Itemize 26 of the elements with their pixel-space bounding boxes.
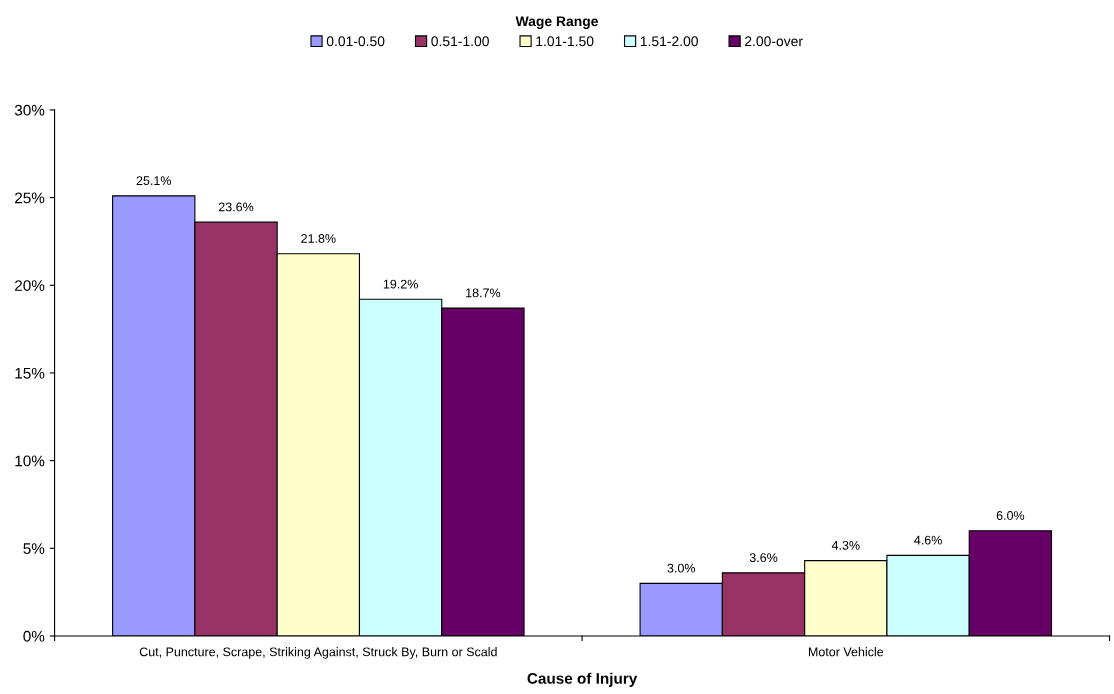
data-label: 4.3%: [831, 540, 860, 550]
x-tick-label: Cut, Puncture, Scrape, Striking Against, Struck By, Burn or Scald: [139, 647, 497, 659]
data-label: 4.6%: [914, 535, 942, 545]
x-tick-label: Motor Vehicle: [808, 647, 884, 657]
y-tick-label: 15%: [15, 367, 45, 379]
legend-label: 0.51-1.00: [431, 36, 489, 47]
y-tick-label: 30%: [14, 104, 45, 116]
data-label: 19.2%: [383, 279, 418, 289]
data-label: 6.0%: [996, 511, 1025, 520]
data-label: 25.1%: [136, 176, 172, 186]
y-tick-label: 25%: [15, 192, 45, 204]
data-label: 18.7%: [466, 288, 501, 298]
legend-label: 0.01-0.50: [326, 36, 385, 47]
legend-label: 1.01-1.50: [536, 36, 594, 47]
y-tick-label: 10%: [15, 455, 45, 467]
data-label: 3.0%: [667, 563, 696, 573]
legend-label: 1.51-2.00: [640, 36, 698, 47]
legend-title: Wage Range: [515, 16, 598, 29]
data-label: 3.6%: [749, 553, 778, 563]
data-label: 23.6%: [218, 202, 254, 212]
x-axis-title: Cause of Injury: [527, 672, 638, 687]
data-label: 21.8%: [301, 234, 336, 243]
y-tick-label: 5%: [23, 543, 45, 554]
y-tick-label: 0%: [23, 630, 45, 642]
y-tick-label: 20%: [15, 280, 45, 291]
legend-label: 2.00-over: [745, 36, 803, 47]
